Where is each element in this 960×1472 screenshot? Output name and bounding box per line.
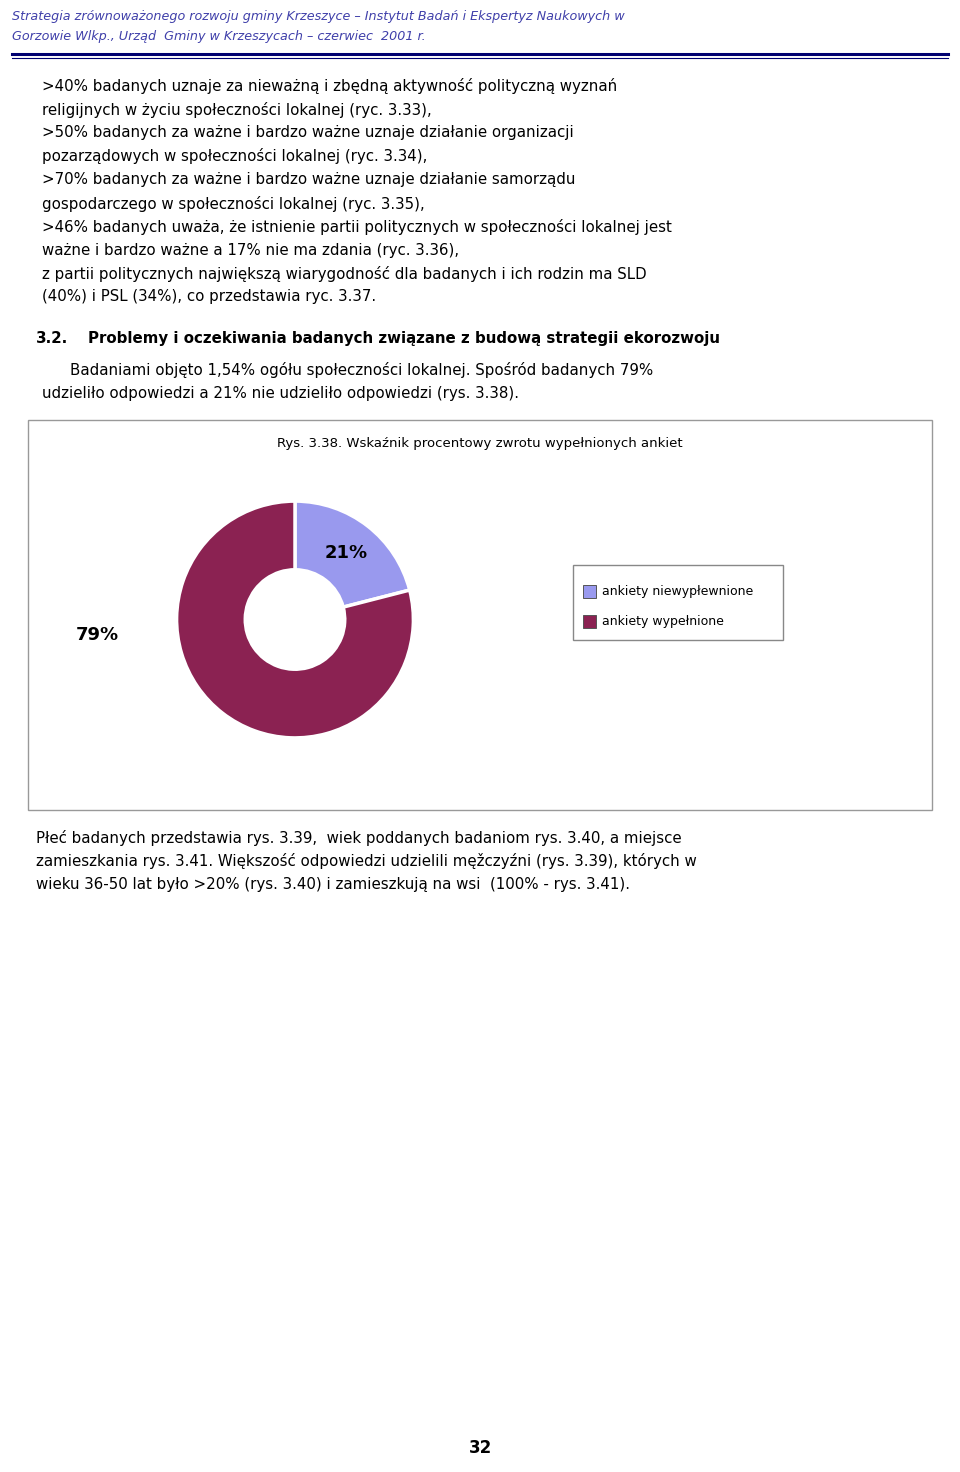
Text: (40%) i PSL (34%), co przedstawia ryc. 3.37.: (40%) i PSL (34%), co przedstawia ryc. 3…	[42, 290, 376, 305]
Text: Rys. 3.38. Wskaźnik procentowy zwrotu wypełnionych ankiet: Rys. 3.38. Wskaźnik procentowy zwrotu wy…	[277, 437, 683, 450]
Text: Gorzowie Wlkp., Urząd  Gminy w Krzeszycach – czerwiec  2001 r.: Gorzowie Wlkp., Urząd Gminy w Krzeszycac…	[12, 29, 425, 43]
Text: 21%: 21%	[325, 545, 368, 562]
Text: ważne i bardzo ważne a 17% nie ma zdania (ryc. 3.36),: ważne i bardzo ważne a 17% nie ma zdania…	[42, 243, 459, 258]
Text: zamieszkania rys. 3.41. Większość odpowiedzi udzielili męžczyźni (rys. 3.39), kt: zamieszkania rys. 3.41. Większość odpowi…	[36, 852, 697, 868]
Text: ankiety niewypłewnione: ankiety niewypłewnione	[602, 584, 754, 598]
Text: Płeć badanych przedstawia rys. 3.39,  wiek poddanych badaniom rys. 3.40, a miejs: Płeć badanych przedstawia rys. 3.39, wie…	[36, 830, 682, 845]
Text: Badaniami objęto 1,54% ogółu społeczności lokalnej. Spośród badanych 79%: Badaniami objęto 1,54% ogółu społecznośc…	[70, 362, 653, 378]
Text: >50% badanych za ważne i bardzo ważne uznaje działanie organizacji: >50% badanych za ważne i bardzo ważne uz…	[42, 125, 574, 140]
Bar	[583, 584, 596, 598]
Text: z partii politycznych największą wiarygodność dla badanych i ich rodzin ma SLD: z partii politycznych największą wiarygo…	[42, 266, 647, 283]
Text: 3.2.: 3.2.	[36, 331, 68, 346]
Bar	[583, 614, 596, 627]
Wedge shape	[295, 500, 410, 606]
Bar	[573, 564, 783, 639]
Bar	[28, 420, 932, 810]
Text: pozarządowych w społeczności lokalnej (ryc. 3.34),: pozarządowych w społeczności lokalnej (r…	[42, 149, 427, 165]
Text: Strategia zrównoważonego rozwoju gminy Krzeszyce – Instytut Badań i Ekspertyz Na: Strategia zrównoważonego rozwoju gminy K…	[12, 10, 625, 24]
Text: udzieliło odpowiedzi a 21% nie udzieliło odpowiedzi (rys. 3.38).: udzieliło odpowiedzi a 21% nie udzieliło…	[42, 386, 519, 400]
Text: >70% badanych za ważne i bardzo ważne uznaje działanie samorządu: >70% badanych za ważne i bardzo ważne uz…	[42, 172, 575, 187]
Text: religijnych w życiu społeczności lokalnej (ryc. 3.33),: religijnych w życiu społeczności lokalne…	[42, 102, 432, 118]
Text: Problemy i oczekiwania badanych związane z budową strategii ekorozwoju: Problemy i oczekiwania badanych związane…	[88, 331, 720, 346]
Text: 79%: 79%	[76, 626, 119, 643]
Wedge shape	[177, 500, 414, 737]
Text: 32: 32	[468, 1440, 492, 1457]
Text: wieku 36-50 lat było >20% (rys. 3.40) i zamieszkują na wsi  (100% - rys. 3.41).: wieku 36-50 lat było >20% (rys. 3.40) i …	[36, 876, 630, 892]
Text: ankiety wypełnione: ankiety wypełnione	[602, 614, 724, 627]
Text: >46% badanych uważa, że istnienie partii politycznych w społeczności lokalnej je: >46% badanych uważa, że istnienie partii…	[42, 219, 672, 236]
Text: gospodarczego w społeczności lokalnej (ryc. 3.35),: gospodarczego w społeczności lokalnej (r…	[42, 196, 424, 212]
Text: >40% badanych uznaje za nieważną i zbędną aktywność polityczną wyznań: >40% badanych uznaje za nieważną i zbędn…	[42, 78, 617, 94]
